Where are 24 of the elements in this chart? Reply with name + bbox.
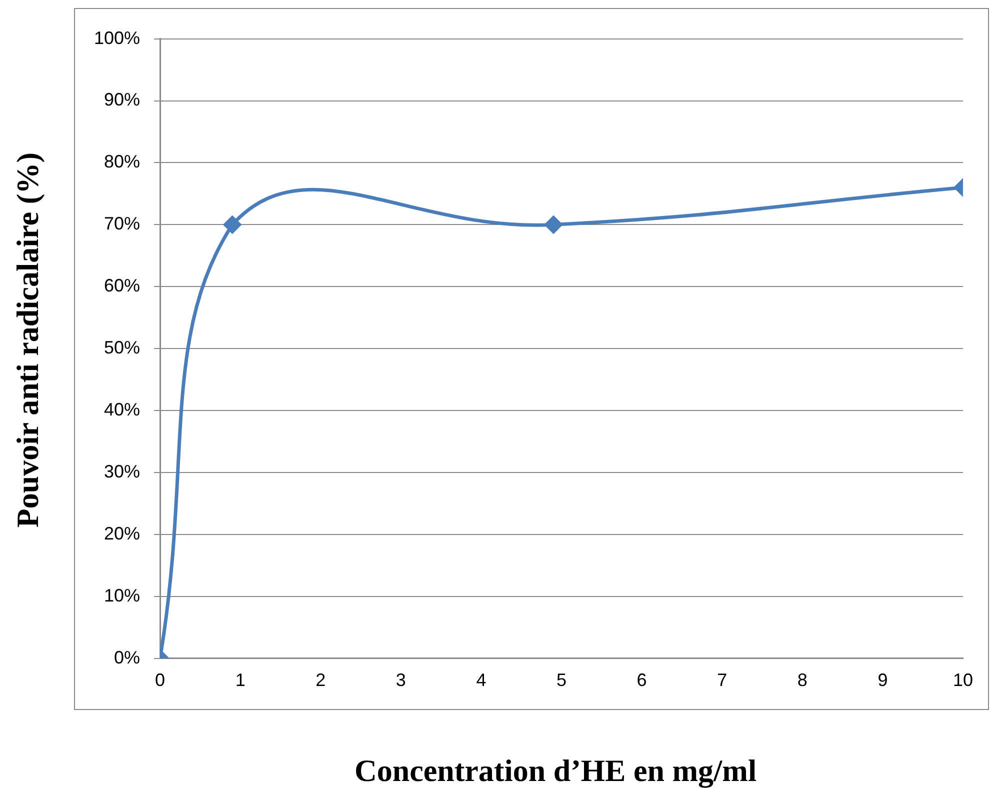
x-tick-label: 5 [556, 670, 567, 690]
x-tick-label: 3 [396, 670, 406, 690]
y-tick-label: 40% [104, 400, 140, 420]
x-tick-label: 8 [797, 670, 808, 690]
x-tick-label: 0 [155, 670, 166, 690]
y-tick-label: 100% [94, 28, 140, 48]
x-tick-label: 6 [636, 670, 647, 690]
x-tick-label: 4 [476, 670, 486, 690]
y-tick-label: 60% [104, 276, 140, 296]
y-tick-label: 10% [104, 585, 140, 606]
x-tick-label: 9 [878, 670, 888, 690]
x-tick-label: 7 [717, 670, 728, 690]
x-axis-title: Concentration d’HE en mg/ml [353, 753, 758, 789]
x-tick-label: 10 [952, 670, 974, 690]
y-tick-label: 70% [104, 214, 140, 234]
x-tick-label: 2 [316, 670, 326, 690]
y-tick-label: 30% [104, 461, 140, 482]
y-axis-title: Pouvoir anti radicalaire (%) [10, 151, 46, 530]
y-tick-label: 50% [104, 338, 140, 358]
y-tick-label: 20% [104, 523, 140, 544]
y-tick-label: 90% [104, 90, 140, 110]
y-tick-label: 80% [104, 152, 140, 172]
y-tick-label: 0% [114, 647, 140, 668]
x-tick-label: 1 [235, 670, 246, 690]
